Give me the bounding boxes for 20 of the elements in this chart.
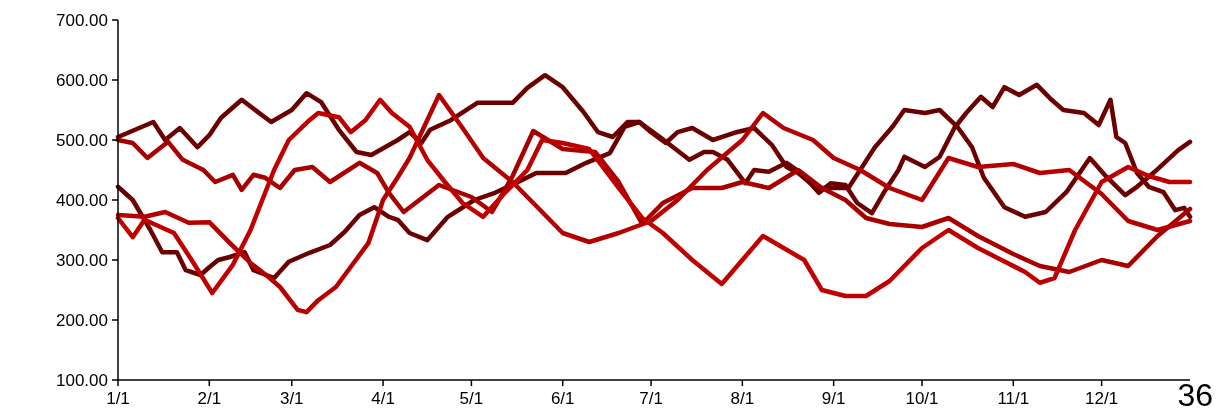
x-tick-label: 2/1 — [197, 389, 222, 408]
y-tick-label: 700.00 — [56, 10, 108, 30]
annotation: 36 — [1177, 377, 1213, 413]
x-tick-label: 11/1 — [997, 389, 1030, 408]
x-tick-label: 6/1 — [550, 389, 575, 408]
x-tick-label: 3/1 — [279, 389, 304, 408]
y-tick-label: 600.00 — [56, 70, 108, 90]
x-tick-label: 12/1 — [1085, 389, 1119, 408]
y-tick-label: 400.00 — [56, 190, 108, 210]
y-tick-label: 300.00 — [56, 250, 108, 270]
x-tick-label: 9/1 — [821, 389, 846, 408]
y-tick-label: 200.00 — [56, 310, 108, 330]
x-tick-label: 1/1 — [106, 389, 130, 408]
x-tick-label: 8/1 — [730, 389, 755, 408]
y-tick-label: 500.00 — [56, 130, 108, 150]
y-tick-label: 100.00 — [56, 370, 108, 390]
x-tick-label: 5/1 — [459, 389, 484, 408]
x-tick-label: 7/1 — [639, 389, 663, 408]
x-tick-label: 10/1 — [905, 389, 939, 408]
x-tick-label: 4/1 — [371, 389, 395, 408]
